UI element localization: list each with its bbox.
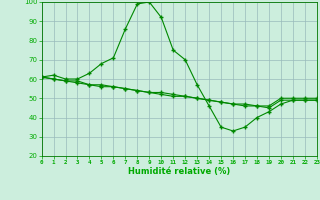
X-axis label: Humidité relative (%): Humidité relative (%) xyxy=(128,167,230,176)
